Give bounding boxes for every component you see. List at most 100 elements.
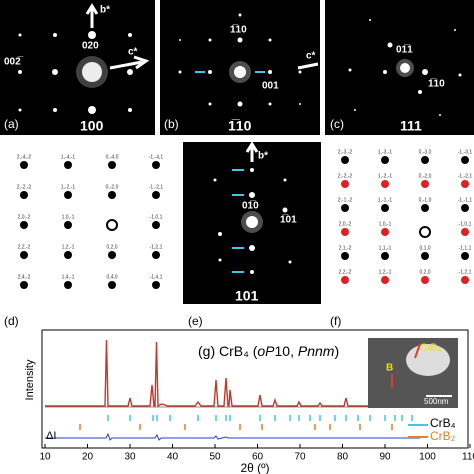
- zone-axis: 101: [235, 288, 259, 304]
- spot-index: 1,0,-1: [379, 221, 392, 227]
- difference: [45, 432, 420, 441]
- spot-index: 1,2,-1: [379, 269, 392, 275]
- grid-d: 2,-4,-2 1,-4,-1 0,-4,0 -1,-4,1 2,-2,-2 1,-2,-…: [17, 154, 164, 289]
- spot-index: 0,-1,0: [419, 197, 432, 203]
- legend-entry: CrB₂: [430, 429, 456, 443]
- x-tick-label: 110: [462, 452, 474, 463]
- spot-index: 1,-2,-1: [61, 184, 76, 190]
- spot: [20, 191, 28, 199]
- spot-index: 2,0,-2: [339, 221, 352, 227]
- spot-index: 0,-4,0: [106, 154, 119, 160]
- spot: [381, 252, 389, 260]
- annotation: 002̅: [4, 56, 24, 68]
- inset-scale: 500nm: [424, 397, 449, 406]
- panel-c: [325, 0, 474, 135]
- annotation: c*: [306, 51, 316, 62]
- spot: [341, 204, 349, 212]
- spot: [381, 228, 389, 236]
- x-tick-label: 10: [39, 452, 51, 463]
- spot: [421, 252, 429, 260]
- spot: [108, 161, 116, 169]
- spots-a: [18, 3, 150, 114]
- inset-arrow: [391, 343, 421, 388]
- spot: [108, 191, 116, 199]
- spot: [152, 221, 160, 229]
- panel-label: (c): [330, 117, 344, 131]
- x-tick-label: 90: [379, 452, 391, 463]
- spot-index: 0,4,0: [106, 274, 117, 280]
- spot: [108, 251, 116, 259]
- zone-axis: 1̅10: [228, 118, 252, 134]
- spot: [461, 204, 469, 212]
- spots-e: [213, 141, 292, 274]
- spot-index: 1,2,-1: [62, 244, 75, 250]
- panel-label: (d): [4, 314, 19, 328]
- origin-spot: [419, 226, 431, 238]
- spot: [421, 180, 429, 188]
- crb2-ticks: [79, 424, 393, 430]
- spot-index: -1,0,1: [459, 221, 472, 227]
- spot-index: -1,2,1: [459, 269, 472, 275]
- panel-a: [0, 0, 155, 135]
- arrow: [232, 169, 244, 273]
- spot-index: -1,0,1: [150, 214, 163, 220]
- crb4-ticks: [107, 415, 413, 421]
- spot: [64, 221, 72, 229]
- x-tick-label: 50: [209, 452, 221, 463]
- spot: [152, 281, 160, 289]
- inset-label: B: [386, 363, 393, 374]
- spot: [421, 276, 429, 284]
- spot: [64, 251, 72, 259]
- annotation: b*: [100, 5, 110, 16]
- spot-index: 2,-2,-2: [17, 184, 32, 190]
- spot-index: 2,-3,-2: [338, 149, 353, 155]
- spots-c: [348, 19, 462, 116]
- spot-index: 1,0,-1: [62, 214, 75, 220]
- spot: [341, 156, 349, 164]
- panel-label: (f): [330, 314, 341, 328]
- spot: [381, 156, 389, 164]
- panel-label: (e): [188, 314, 203, 328]
- spot: [341, 180, 349, 188]
- annotation: 020: [82, 41, 99, 52]
- spot-index: 0,-2,0: [106, 184, 119, 190]
- spot: [20, 251, 28, 259]
- diff-label: ΔI: [46, 430, 56, 442]
- spots-b: [178, 13, 319, 107]
- spot-index: 2,2,-2: [18, 244, 31, 250]
- spot: [381, 180, 389, 188]
- spot: [381, 204, 389, 212]
- spot-index: 0,-2,0: [419, 173, 432, 179]
- spot-index: -1,-2,1: [458, 173, 473, 179]
- spot: [461, 156, 469, 164]
- xrd-pattern: [45, 339, 420, 408]
- spot-index: 0,2,0: [419, 269, 430, 275]
- spot-index: 2,4,-2: [18, 274, 31, 280]
- spot-index: 2,-4,-2: [17, 154, 32, 160]
- annotation: 001: [262, 81, 279, 92]
- x-tick-label: 40: [167, 452, 179, 463]
- spot: [421, 156, 429, 164]
- annotation: b*: [258, 151, 268, 162]
- spot-index: 2,-1,-2: [338, 197, 353, 203]
- zone-axis: 100: [80, 118, 104, 134]
- origin-spot: [106, 219, 118, 231]
- legend-entry: CrB₄: [430, 416, 456, 430]
- spot-index: -1,-2,1: [149, 184, 164, 190]
- annotation: 1̅01: [280, 214, 297, 226]
- spot: [461, 180, 469, 188]
- plot-frame: [41, 329, 469, 449]
- plot-title: (g) CrB₄ (oP10, Pnnm): [198, 343, 339, 359]
- spot-index: -1,-3,1: [458, 149, 473, 155]
- spot-index: 1,-4,-1: [61, 154, 76, 160]
- x-axis-label: 2θ (º): [240, 461, 269, 474]
- spot: [20, 221, 28, 229]
- spot: [152, 191, 160, 199]
- spot-index: -1,2,1: [150, 244, 163, 250]
- panel-label: (a): [4, 117, 19, 131]
- spot: [461, 228, 469, 236]
- spot: [341, 252, 349, 260]
- spot: [64, 191, 72, 199]
- spot-index: -1,1,1: [459, 245, 472, 251]
